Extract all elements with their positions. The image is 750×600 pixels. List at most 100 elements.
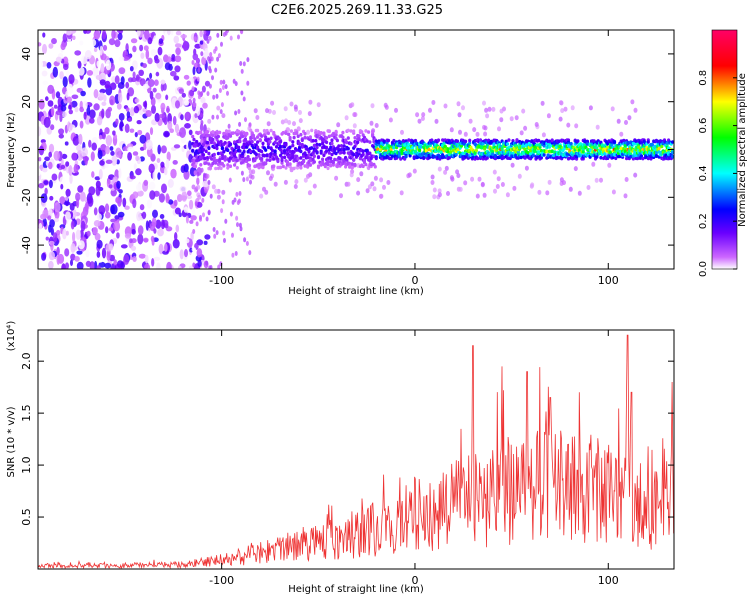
- spectrogram-cell: [341, 130, 345, 135]
- spectrogram-cell: [231, 199, 235, 205]
- spectrogram-cell: [42, 80, 49, 86]
- spectrogram-cell: [164, 243, 168, 252]
- spectrogram-cell: [288, 145, 292, 150]
- spectrogram-cell: [62, 33, 67, 43]
- spectrogram-cell: [654, 154, 659, 158]
- spectrogram-cell: [43, 180, 49, 186]
- spectrogram-cell: [109, 95, 116, 106]
- spectrogram-cell: [42, 32, 46, 38]
- spectrogram-cell: [533, 149, 537, 153]
- spectrogram-cell: [241, 134, 245, 139]
- spectrogram-cell: [54, 202, 61, 213]
- spectrogram-cell: [631, 156, 636, 161]
- spectrogram-cell: [310, 128, 314, 133]
- spectrogram-cell: [285, 163, 289, 167]
- spectrogram-cell: [111, 30, 116, 40]
- spectrogram-cell: [633, 172, 638, 178]
- spectrogram-cell: [432, 154, 437, 159]
- spectrogram-cell: [369, 120, 374, 126]
- spectrogram-cell: [392, 145, 396, 150]
- spectrogram-cell: [138, 69, 144, 77]
- spectrogram-cell: [94, 233, 101, 241]
- spectrogram-cell: [148, 163, 155, 174]
- spectrogram-cell: [56, 246, 60, 256]
- spectrogram-cell: [330, 141, 334, 146]
- spectrogram-cell: [38, 99, 45, 110]
- spectrogram-cell: [484, 107, 489, 113]
- spectrogram-cell: [195, 139, 199, 144]
- spectrogram-cell: [315, 145, 319, 150]
- spectrogram-cell: [361, 152, 365, 157]
- spectrogram-cell: [550, 138, 554, 142]
- spectrogram-cell: [455, 139, 460, 143]
- spectrogram-cell: [108, 38, 116, 46]
- spectrogram-cell: [581, 150, 585, 154]
- spectrogram-cell: [125, 107, 130, 112]
- spectrogram-cell: [241, 154, 245, 159]
- spectrogram-cell: [186, 80, 191, 86]
- x-tick-label: 0: [411, 574, 418, 587]
- spectrogram-cell: [192, 160, 196, 165]
- spectrogram-cell: [95, 74, 103, 81]
- spectrogram-cell: [349, 172, 354, 178]
- spectrogram-cell: [184, 238, 190, 244]
- spectrogram-cell: [70, 220, 75, 230]
- spectrogram-cell: [299, 132, 303, 137]
- spectrogram-cell: [77, 60, 82, 69]
- spectrogram-cell: [99, 160, 105, 166]
- spectrogram-cell: [124, 123, 130, 133]
- spectrogram-cell: [115, 197, 119, 203]
- spectrogram-cell: [614, 156, 618, 161]
- spectrogram-cell: [239, 61, 243, 66]
- spectrogram-cell: [155, 219, 162, 229]
- spectrogram-cell: [167, 113, 173, 124]
- spectrogram-cell: [245, 176, 249, 182]
- spectrogram-cell: [49, 219, 55, 228]
- spectrogram-cell: [456, 101, 461, 107]
- spectrogram-cell: [172, 238, 180, 249]
- spectrogram-cell: [77, 185, 84, 193]
- spectrogram-cell: [284, 166, 288, 170]
- spectrogram-cell: [588, 155, 592, 159]
- spectrogram-cell: [289, 101, 294, 107]
- spectrogram-cell: [151, 239, 155, 246]
- spectrogram-cell: [266, 170, 270, 176]
- spectrogram-cell: [517, 173, 522, 179]
- spectrogram-cell: [228, 134, 233, 138]
- spectrogram-cell: [87, 77, 92, 88]
- spectrogram-cell: [637, 145, 641, 150]
- spectrogram-cell: [483, 147, 487, 151]
- spectrogram-cell: [126, 92, 130, 101]
- spectrogram-cell: [231, 131, 235, 135]
- snr-panel: -100 0 100 0.5 1.0 1.5 2.0 Height of straight…: [6, 321, 675, 595]
- spectrogram-cell: [537, 189, 542, 195]
- spectrogram-cell: [200, 51, 204, 57]
- spectrogram-cell: [179, 186, 187, 193]
- spectrogram-cell: [207, 118, 212, 124]
- spectrogram-cell: [129, 238, 133, 244]
- spectrogram-cell: [197, 194, 202, 200]
- spectrogram-cell: [206, 38, 210, 44]
- spectrogram-cell: [369, 161, 373, 166]
- spectrogram-cell: [239, 30, 243, 34]
- snr-x-ticks: -100 0 100: [209, 330, 619, 587]
- spectrogram-cell: [327, 151, 331, 155]
- snr-frame: [37, 329, 675, 570]
- spectrogram-cell: [413, 139, 418, 143]
- spectrogram-cell: [246, 155, 250, 159]
- spectrogram-cell: [156, 262, 161, 269]
- spectrogram-cell: [41, 70, 48, 77]
- spectrogram-cell: [269, 136, 273, 141]
- spectrogram-cell: [135, 168, 142, 176]
- spectrogram-cell: [405, 146, 409, 150]
- spectrogram-cell: [259, 193, 264, 199]
- spectrogram-cell: [221, 199, 225, 205]
- spectrogram-cell: [586, 185, 591, 190]
- x-tick-label: -100: [209, 274, 234, 287]
- spectrogram-cell: [281, 164, 285, 169]
- spectrogram-cell: [206, 91, 210, 97]
- spectrogram-cell: [231, 232, 234, 238]
- spectrogram-cell: [446, 150, 450, 154]
- spectrogram-cell: [59, 71, 64, 80]
- spectrogram-cell: [546, 153, 550, 157]
